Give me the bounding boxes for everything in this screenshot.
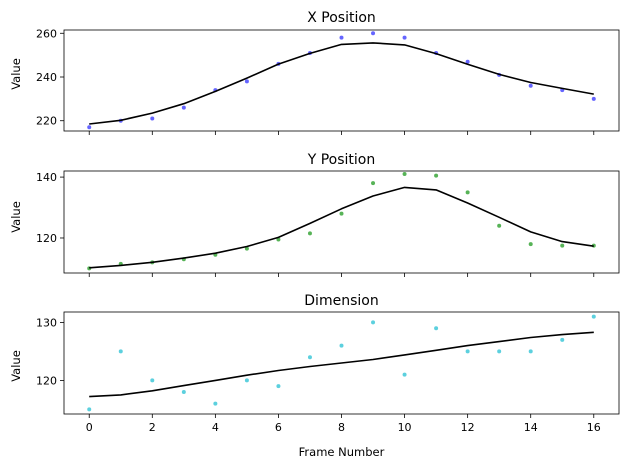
scatter-point (118, 349, 123, 354)
y-tick-label: 240 (36, 71, 57, 84)
y-axis-label: Value (9, 58, 23, 90)
y-tick-label: 220 (36, 115, 57, 128)
y-tick-label: 120 (36, 232, 57, 245)
scatter-point (402, 372, 407, 377)
scatter-point (371, 31, 376, 36)
axes-frame (63, 170, 620, 274)
scatter-point (434, 326, 439, 331)
axes-frame (63, 311, 620, 415)
panel-y-position: Y Position Value 120 140 (9, 152, 620, 277)
scatter-point (276, 384, 281, 389)
scatter-point (591, 314, 596, 319)
y-tick-label: 120 (36, 374, 57, 387)
scatter-point (244, 246, 249, 251)
y-axis-label: Value (9, 350, 23, 382)
smoothed-line (89, 331, 594, 398)
panel-title: Dimension (304, 293, 378, 309)
x-tick-label: 16 (587, 421, 601, 434)
x-tick-label: 6 (275, 421, 282, 434)
scatter-point (402, 35, 407, 40)
scatter-point (181, 389, 186, 394)
panel-dimension: Dimension Value 120 130 0 2 4 6 8 10 12 14 16 (9, 293, 620, 434)
scatter-point (465, 190, 470, 195)
scatter-point (591, 96, 596, 101)
smoothed-line (89, 186, 594, 269)
x-tick-label: 14 (524, 421, 538, 434)
scatter-point (465, 349, 470, 354)
x-tick-label: 12 (461, 421, 475, 434)
smoothed-line (89, 42, 594, 125)
scatter-point (339, 211, 344, 216)
scatter-point (434, 173, 439, 178)
scatter-point (371, 181, 376, 186)
scatter-point (307, 355, 312, 360)
scatter-point (465, 59, 470, 64)
scatter-point (560, 337, 565, 342)
scatter-point (150, 378, 155, 383)
scatter-point (87, 407, 92, 412)
axes-frame (63, 29, 620, 132)
scatter-point (339, 35, 344, 40)
scatter-point (213, 401, 218, 406)
scatter-point (339, 343, 344, 348)
x-tick-label: 8 (338, 421, 345, 434)
y-tick-label: 140 (36, 171, 57, 184)
x-tick-label: 10 (398, 421, 412, 434)
y-tick-label: 260 (36, 27, 57, 40)
scatter-point (402, 172, 407, 177)
scatter-point (497, 349, 502, 354)
scatter-point (87, 125, 92, 130)
scatter-point (497, 223, 502, 228)
x-tick-label: 4 (212, 421, 219, 434)
scatter-point (371, 320, 376, 325)
x-axis-label: Frame Number (299, 445, 385, 459)
scatter-point (150, 116, 155, 121)
y-axis-label: Value (9, 201, 23, 233)
y-tick-label: 130 (36, 316, 57, 329)
x-tick-label: 2 (149, 421, 156, 434)
scatter-point (181, 105, 186, 110)
panel-title: Y Position (307, 152, 376, 168)
panel-x-position: X Position Value 220 240 260 (9, 10, 620, 135)
scatter-point (307, 231, 312, 236)
scatter-point (244, 378, 249, 383)
scatter-point (244, 79, 249, 84)
scatter-point (528, 83, 533, 88)
scatter-point (528, 349, 533, 354)
scatter-point (528, 242, 533, 247)
x-tick-label: 0 (86, 421, 93, 434)
scatter-point (560, 243, 565, 248)
panel-title: X Position (307, 10, 376, 26)
